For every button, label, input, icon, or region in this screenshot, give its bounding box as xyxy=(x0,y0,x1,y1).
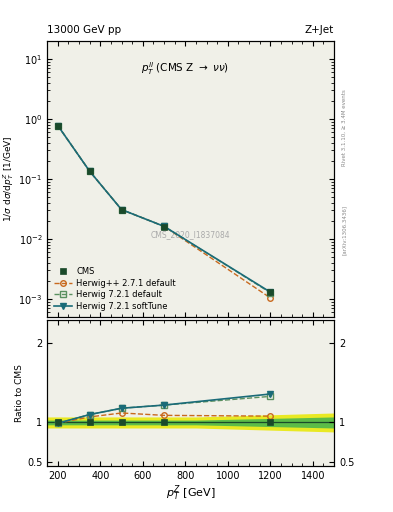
Text: Z+Jet: Z+Jet xyxy=(305,26,334,35)
Text: $p_T^{ll}$ (CMS Z $\rightarrow$ $\nu\nu$): $p_T^{ll}$ (CMS Z $\rightarrow$ $\nu\nu$… xyxy=(141,60,229,77)
Text: CMS_2020_I1837084: CMS_2020_I1837084 xyxy=(151,230,230,239)
Legend: CMS, Herwig++ 2.7.1 default, Herwig 7.2.1 default, Herwig 7.2.1 softTune: CMS, Herwig++ 2.7.1 default, Herwig 7.2.… xyxy=(51,265,178,313)
Y-axis label: 1/$\sigma$ d$\sigma$/d$p_T^Z$ [1/GeV]: 1/$\sigma$ d$\sigma$/d$p_T^Z$ [1/GeV] xyxy=(1,136,16,222)
Text: Rivet 3.1.10, ≥ 3.4M events: Rivet 3.1.10, ≥ 3.4M events xyxy=(342,90,347,166)
Text: [arXiv:1306.3436]: [arXiv:1306.3436] xyxy=(342,205,347,255)
Text: 13000 GeV pp: 13000 GeV pp xyxy=(47,26,121,35)
X-axis label: $p_T^Z$ [GeV]: $p_T^Z$ [GeV] xyxy=(166,483,215,503)
Y-axis label: Ratio to CMS: Ratio to CMS xyxy=(15,364,24,422)
